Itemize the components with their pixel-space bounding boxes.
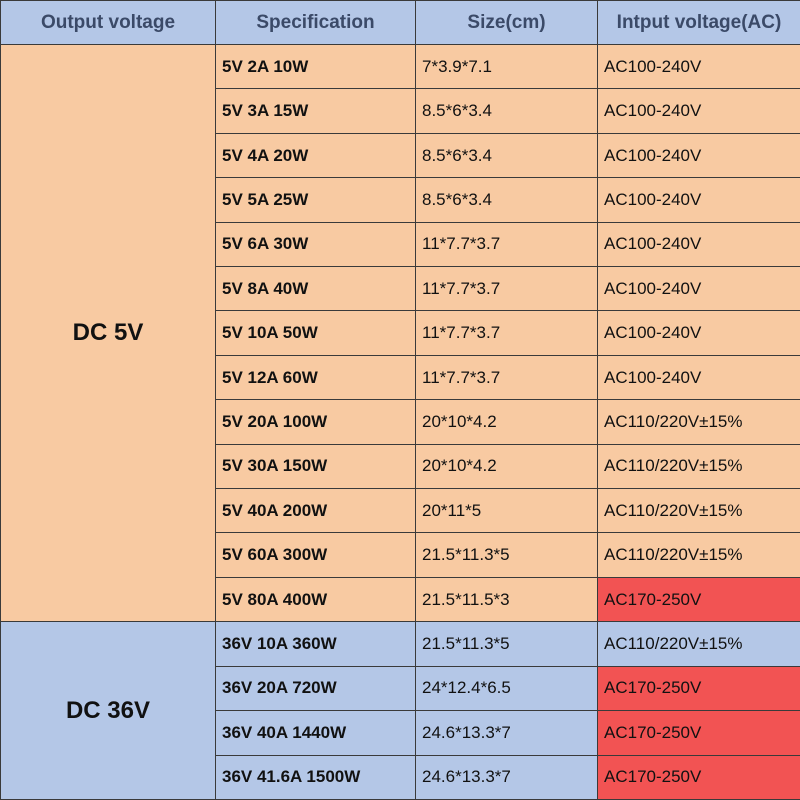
input-cell: AC100-240V <box>597 310 800 356</box>
spec-cell: 36V 10A 360W <box>215 621 416 667</box>
spec-cell: 36V 40A 1440W <box>215 710 416 756</box>
spec-cell: 5V 40A 200W <box>215 488 416 534</box>
spec-cell: 5V 4A 20W <box>215 132 416 179</box>
table-row: 5V 3A 15W 8.5*6*3.4 AC100-240V <box>0 88 800 134</box>
header-cell: Intput voltage(AC) <box>597 0 800 45</box>
size-cell: 21.5*11.3*5 <box>415 532 598 578</box>
input-cell: AC100-240V <box>597 88 800 134</box>
size-cell: 24.6*13.3*7 <box>415 754 598 800</box>
spec-cell: 5V 3A 15W <box>215 88 416 134</box>
size-cell: 7*3.9*7.1 <box>415 43 598 90</box>
input-cell: AC110/220V±15% <box>597 443 800 490</box>
size-cell: 20*10*4.2 <box>415 443 598 490</box>
size-cell: 11*7.7*3.7 <box>415 310 598 356</box>
size-cell: 11*7.7*3.7 <box>415 221 598 268</box>
spec-cell: 5V 10A 50W <box>215 310 416 356</box>
group-label: DC 36V <box>0 621 216 800</box>
size-cell: 8.5*6*3.4 <box>415 177 598 223</box>
size-cell: 20*11*5 <box>415 488 598 534</box>
group-label: DC 5V <box>0 43 216 623</box>
size-cell: 21.5*11.3*5 <box>415 621 598 667</box>
input-cell: AC170-250V <box>597 665 800 712</box>
size-cell: 11*7.7*3.7 <box>415 354 598 401</box>
input-cell: AC100-240V <box>597 354 800 401</box>
input-cell: AC170-250V <box>597 754 800 800</box>
input-cell: AC100-240V <box>597 221 800 268</box>
size-cell: 20*10*4.2 <box>415 399 598 445</box>
input-cell: AC110/220V±15% <box>597 399 800 445</box>
size-cell: 24*12.4*6.5 <box>415 665 598 712</box>
spec-cell: 5V 8A 40W <box>215 266 416 312</box>
input-cell: AC110/220V±15% <box>597 488 800 534</box>
input-cell: AC110/220V±15% <box>597 621 800 667</box>
spec-cell: 5V 6A 30W <box>215 221 416 268</box>
header-cell: Output voltage <box>0 0 216 45</box>
spec-cell: 36V 20A 720W <box>215 665 416 712</box>
header-cell: Size(cm) <box>415 0 598 45</box>
spec-cell: 5V 20A 100W <box>215 399 416 445</box>
spec-cell: 5V 5A 25W <box>215 177 416 223</box>
table-row: DC 36V 36V 10A 360W 21.5*11.3*5 AC110/220V±… <box>0 621 800 800</box>
table-row: 5V 10A 50W 11*7.7*3.7 AC100-240V <box>0 310 800 356</box>
header-cell: Specification <box>215 0 416 45</box>
table-row: DC 5V 5V 2A 10W 7*3.9*7.1 AC100-240V <box>0 43 800 623</box>
header-row: Output voltage Specification Size(cm) Intpu… <box>0 0 800 45</box>
size-cell: 21.5*11.5*3 <box>415 576 598 623</box>
input-cell: AC100-240V <box>597 132 800 179</box>
spec-cell: 5V 60A 300W <box>215 532 416 578</box>
spec-cell: 5V 80A 400W <box>215 576 416 623</box>
input-cell: AC100-240V <box>597 177 800 223</box>
size-cell: 24.6*13.3*7 <box>415 710 598 756</box>
spec-cell: 5V 12A 60W <box>215 354 416 401</box>
size-cell: 8.5*6*3.4 <box>415 132 598 179</box>
input-cell: AC170-250V <box>597 710 800 756</box>
input-cell: AC170-250V <box>597 576 800 623</box>
input-cell: AC100-240V <box>597 43 800 90</box>
spec-cell: 5V 2A 10W <box>215 43 416 90</box>
spec-cell: 5V 30A 150W <box>215 443 416 490</box>
size-cell: 8.5*6*3.4 <box>415 88 598 134</box>
spec-cell: 36V 41.6A 1500W <box>215 754 416 800</box>
input-cell: AC100-240V <box>597 266 800 312</box>
input-cell: AC110/220V±15% <box>597 532 800 578</box>
size-cell: 11*7.7*3.7 <box>415 266 598 312</box>
table-row: 5V 60A 300W 21.5*11.3*5 AC110/220V±15% <box>0 532 800 578</box>
